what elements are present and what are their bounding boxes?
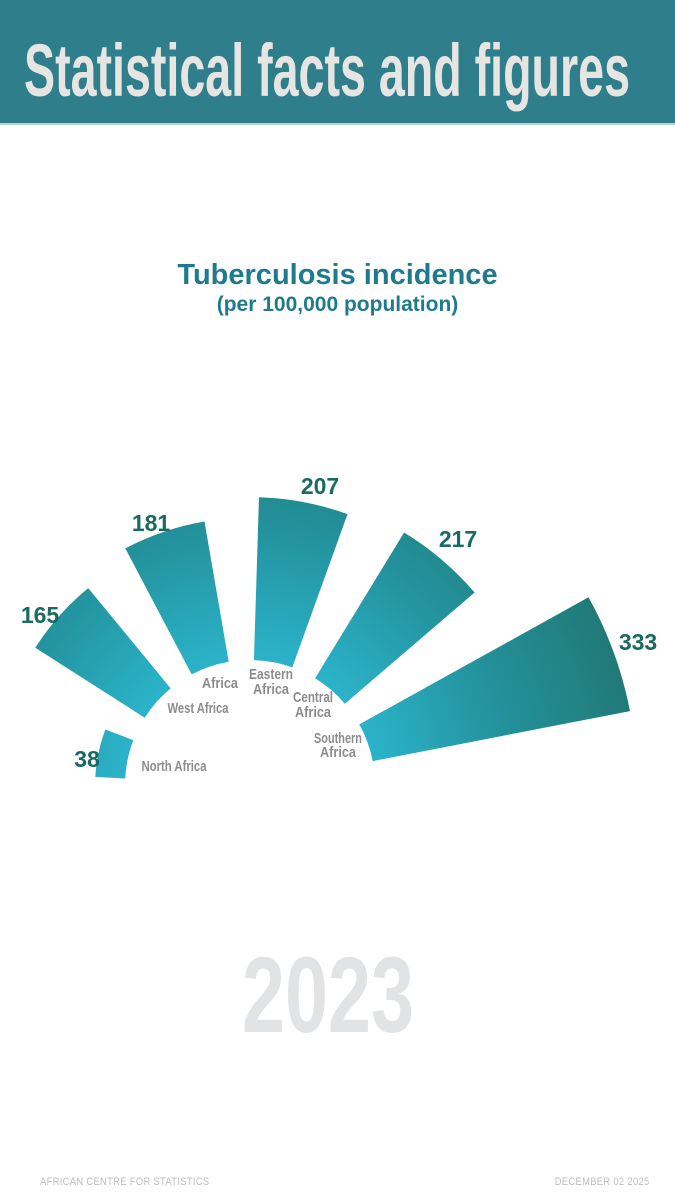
header-banner: Statistical facts and figures: [0, 0, 675, 125]
header-title-svg: Statistical facts and figures: [24, 29, 630, 112]
wedge-eastern-africa: [253, 497, 348, 668]
wedge-southern-africa: [359, 597, 630, 762]
footer-source: AFRICAN CENTRE FOR STATISTICS: [40, 1176, 210, 1188]
value-label-africa: 181: [132, 510, 171, 536]
fan-chart: 38 North Africa 165 West Africa 181 Africa 207…: [21, 473, 657, 779]
value-label-southern-africa: 333: [619, 629, 657, 655]
wedge-group: [35, 497, 630, 779]
region-label-west-africa: West Africa: [168, 700, 229, 717]
region-label-eastern-africa: Eastern Africa: [249, 666, 293, 698]
chart-label-group: 38 North Africa 165 West Africa 181 Africa 207…: [21, 473, 657, 775]
wedge-north-africa: [95, 729, 134, 779]
chart-subtitle: (per 100,000 population): [216, 293, 459, 316]
value-label-west-africa: 165: [21, 602, 60, 628]
chart-title: Tuberculosis incidence: [177, 259, 498, 291]
value-label-north-africa: 38: [74, 746, 100, 772]
region-label-central-africa: Central Africa: [293, 689, 333, 721]
region-label-north-africa: North Africa: [142, 758, 207, 775]
region-label-southern-africa: Southern Africa: [314, 730, 362, 761]
footer-date: DECEMBER 02 2025: [555, 1176, 650, 1188]
page-title: Statistical facts and figures: [24, 29, 630, 112]
region-label-africa: Africa: [202, 675, 239, 692]
wedge-west-africa: [35, 588, 171, 718]
value-label-central-africa: 217: [439, 526, 477, 552]
value-label-eastern-africa: 207: [301, 473, 339, 499]
chart-title-block: Tuberculosis incidence (per 100,000 popu…: [0, 258, 675, 318]
wedge-africa: [125, 521, 229, 675]
year-watermark: 2023: [242, 940, 414, 1055]
year-watermark-svg: 2023: [242, 940, 414, 1055]
wedge-central-africa: [315, 532, 475, 704]
